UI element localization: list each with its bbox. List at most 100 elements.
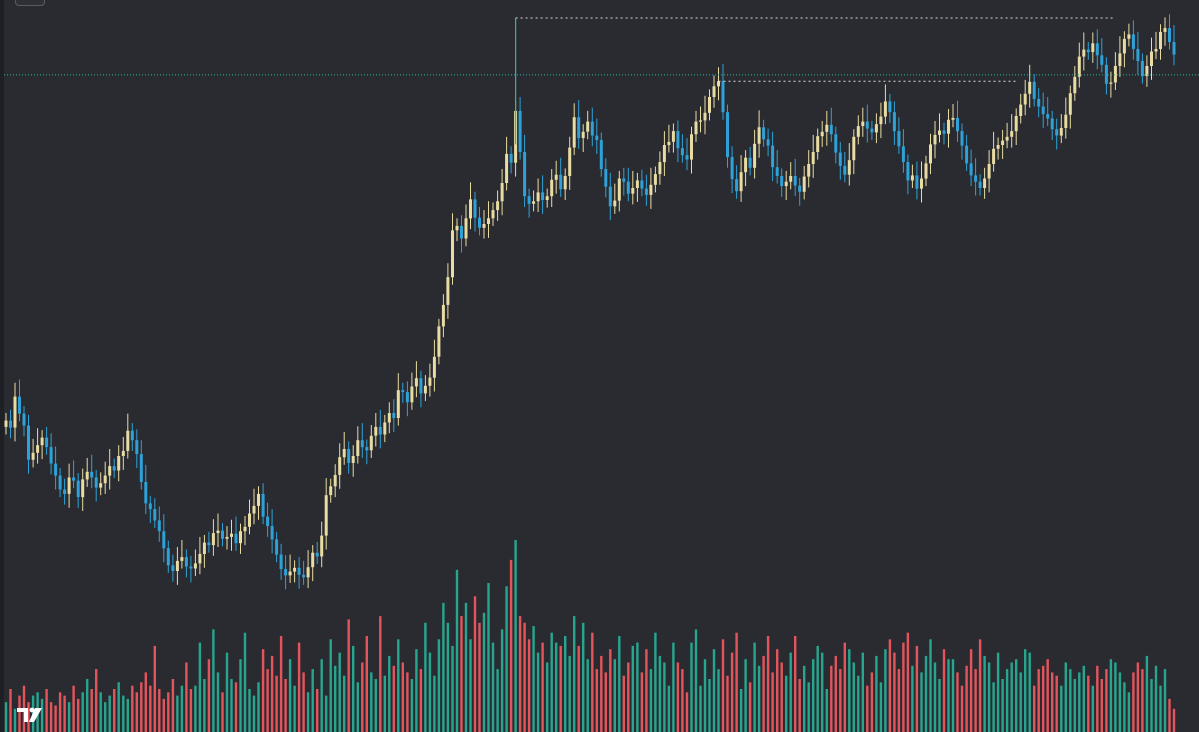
candle-body [1150,51,1153,66]
volume-bar [947,659,950,732]
volume-bar [595,669,598,732]
volume-bar [884,649,887,732]
volume-bar [126,698,129,732]
left-edge-divider [0,0,4,732]
candle-body [230,533,233,537]
candle-body [496,201,500,211]
volume-bar [1015,659,1018,732]
volume-bar [415,649,418,732]
volume-bar [712,649,716,732]
volume-bar [95,669,98,732]
collapse-button[interactable] [15,0,45,6]
candle-body [374,426,378,436]
candle-body [175,560,179,571]
candle-body [441,304,445,327]
volume-bar [230,679,233,732]
candle-body [108,466,112,476]
candle-body [1028,81,1032,94]
candle-body [644,188,648,195]
volume-bar [266,669,269,732]
candle-body [225,536,229,539]
candle-body [924,163,928,179]
volume-bar [694,629,698,732]
candle-body [1100,55,1104,65]
volume-bar [1001,679,1004,732]
candle-body [744,157,748,173]
volume-bar [13,708,17,732]
volume-bar [852,662,855,732]
candle-body [1064,114,1068,128]
candle-body [865,121,869,129]
candle-body [49,447,53,464]
candle-body [992,148,996,164]
candle-body [680,148,684,156]
candle-body [595,135,599,140]
volume-bar [1042,665,1045,732]
candle-body [518,110,522,152]
candle-body [405,392,409,403]
candle-body [153,509,157,521]
volume-bar [284,679,287,732]
volume-bar [866,685,869,732]
candle-body [469,199,472,219]
candle-body [974,175,978,182]
candle-body [9,420,12,428]
candle-body [1145,66,1149,77]
candle-body [99,483,103,488]
volume-bar [794,636,797,732]
candle-body [297,567,301,575]
candle-body [933,134,937,145]
volume-bar [1091,685,1094,732]
volume-bar [352,645,355,732]
candle-body [572,117,576,148]
candle-body [112,466,116,471]
volume-bar [803,665,806,732]
volume-bar [275,675,278,732]
volume-bar [388,655,391,732]
candle-body [532,201,536,204]
candle-body [820,131,824,137]
volume-bar [171,679,175,732]
candle-body [550,179,554,197]
volume-bar [451,645,454,732]
volume-bar [487,583,490,732]
volume-bar [821,652,824,732]
volume-bar [140,682,143,732]
volume-bar [176,695,179,732]
candle-body [1010,131,1014,137]
candle-body [216,530,220,534]
volume-bar [239,659,242,732]
volume-bar [67,702,71,732]
volume-bar [365,636,368,732]
candle-body [1172,42,1176,55]
candle-body [771,145,775,168]
candle-body [649,184,653,195]
candle-body [473,199,477,218]
candle-body [626,181,630,194]
volume-bar [568,655,571,732]
volume-bar [924,655,928,732]
candle-body [1095,43,1099,56]
candle-body [239,531,242,544]
candle-body [581,131,585,139]
volume-bar [460,616,463,732]
candle-body [694,121,698,135]
volume-bar [776,649,779,732]
volume-bar [645,649,648,732]
volume-bar [334,665,337,732]
volume-bar [1064,662,1067,732]
candle-body [577,117,581,139]
candle-body [793,176,797,186]
candle-body [874,124,878,133]
candle-body [1091,43,1095,53]
candle-body [13,396,17,428]
volume-bar [1024,649,1027,732]
candle-body [117,456,121,471]
candle-body [1077,56,1081,77]
volume-bar [1163,669,1167,732]
volume-bar [690,642,693,732]
candle-body [257,493,260,506]
volume-bar [478,622,481,732]
